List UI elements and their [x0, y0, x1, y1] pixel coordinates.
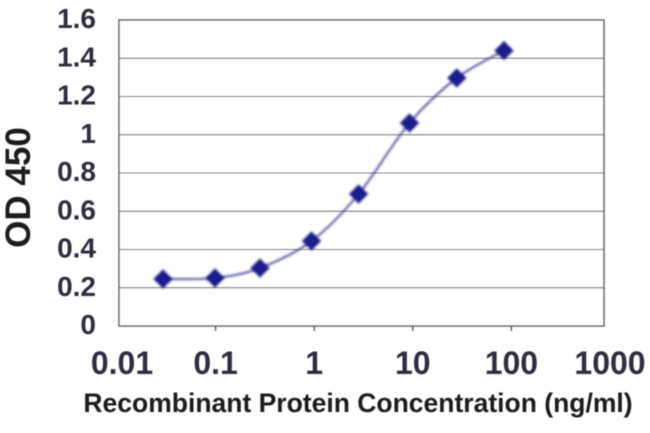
svg-text:0.1: 0.1	[193, 345, 237, 381]
svg-text:1.2: 1.2	[57, 80, 96, 111]
svg-text:OD 450: OD 450	[0, 127, 38, 248]
svg-text:1: 1	[305, 345, 323, 381]
svg-text:1.4: 1.4	[57, 41, 96, 72]
svg-text:1: 1	[80, 118, 96, 149]
svg-text:0.8: 0.8	[57, 156, 96, 187]
svg-text:100: 100	[485, 345, 538, 381]
svg-text:0.01: 0.01	[91, 345, 153, 381]
svg-text:0: 0	[80, 309, 96, 340]
svg-text:10: 10	[395, 345, 431, 381]
svg-text:0.4: 0.4	[57, 233, 96, 264]
svg-text:1.6: 1.6	[57, 3, 96, 34]
svg-text:Recombinant Protein Concentrat: Recombinant Protein Concentration (ng/ml…	[83, 388, 632, 418]
svg-text:1000: 1000	[574, 345, 645, 381]
svg-text:0.6: 0.6	[57, 194, 96, 225]
svg-text:0.2: 0.2	[57, 271, 96, 302]
